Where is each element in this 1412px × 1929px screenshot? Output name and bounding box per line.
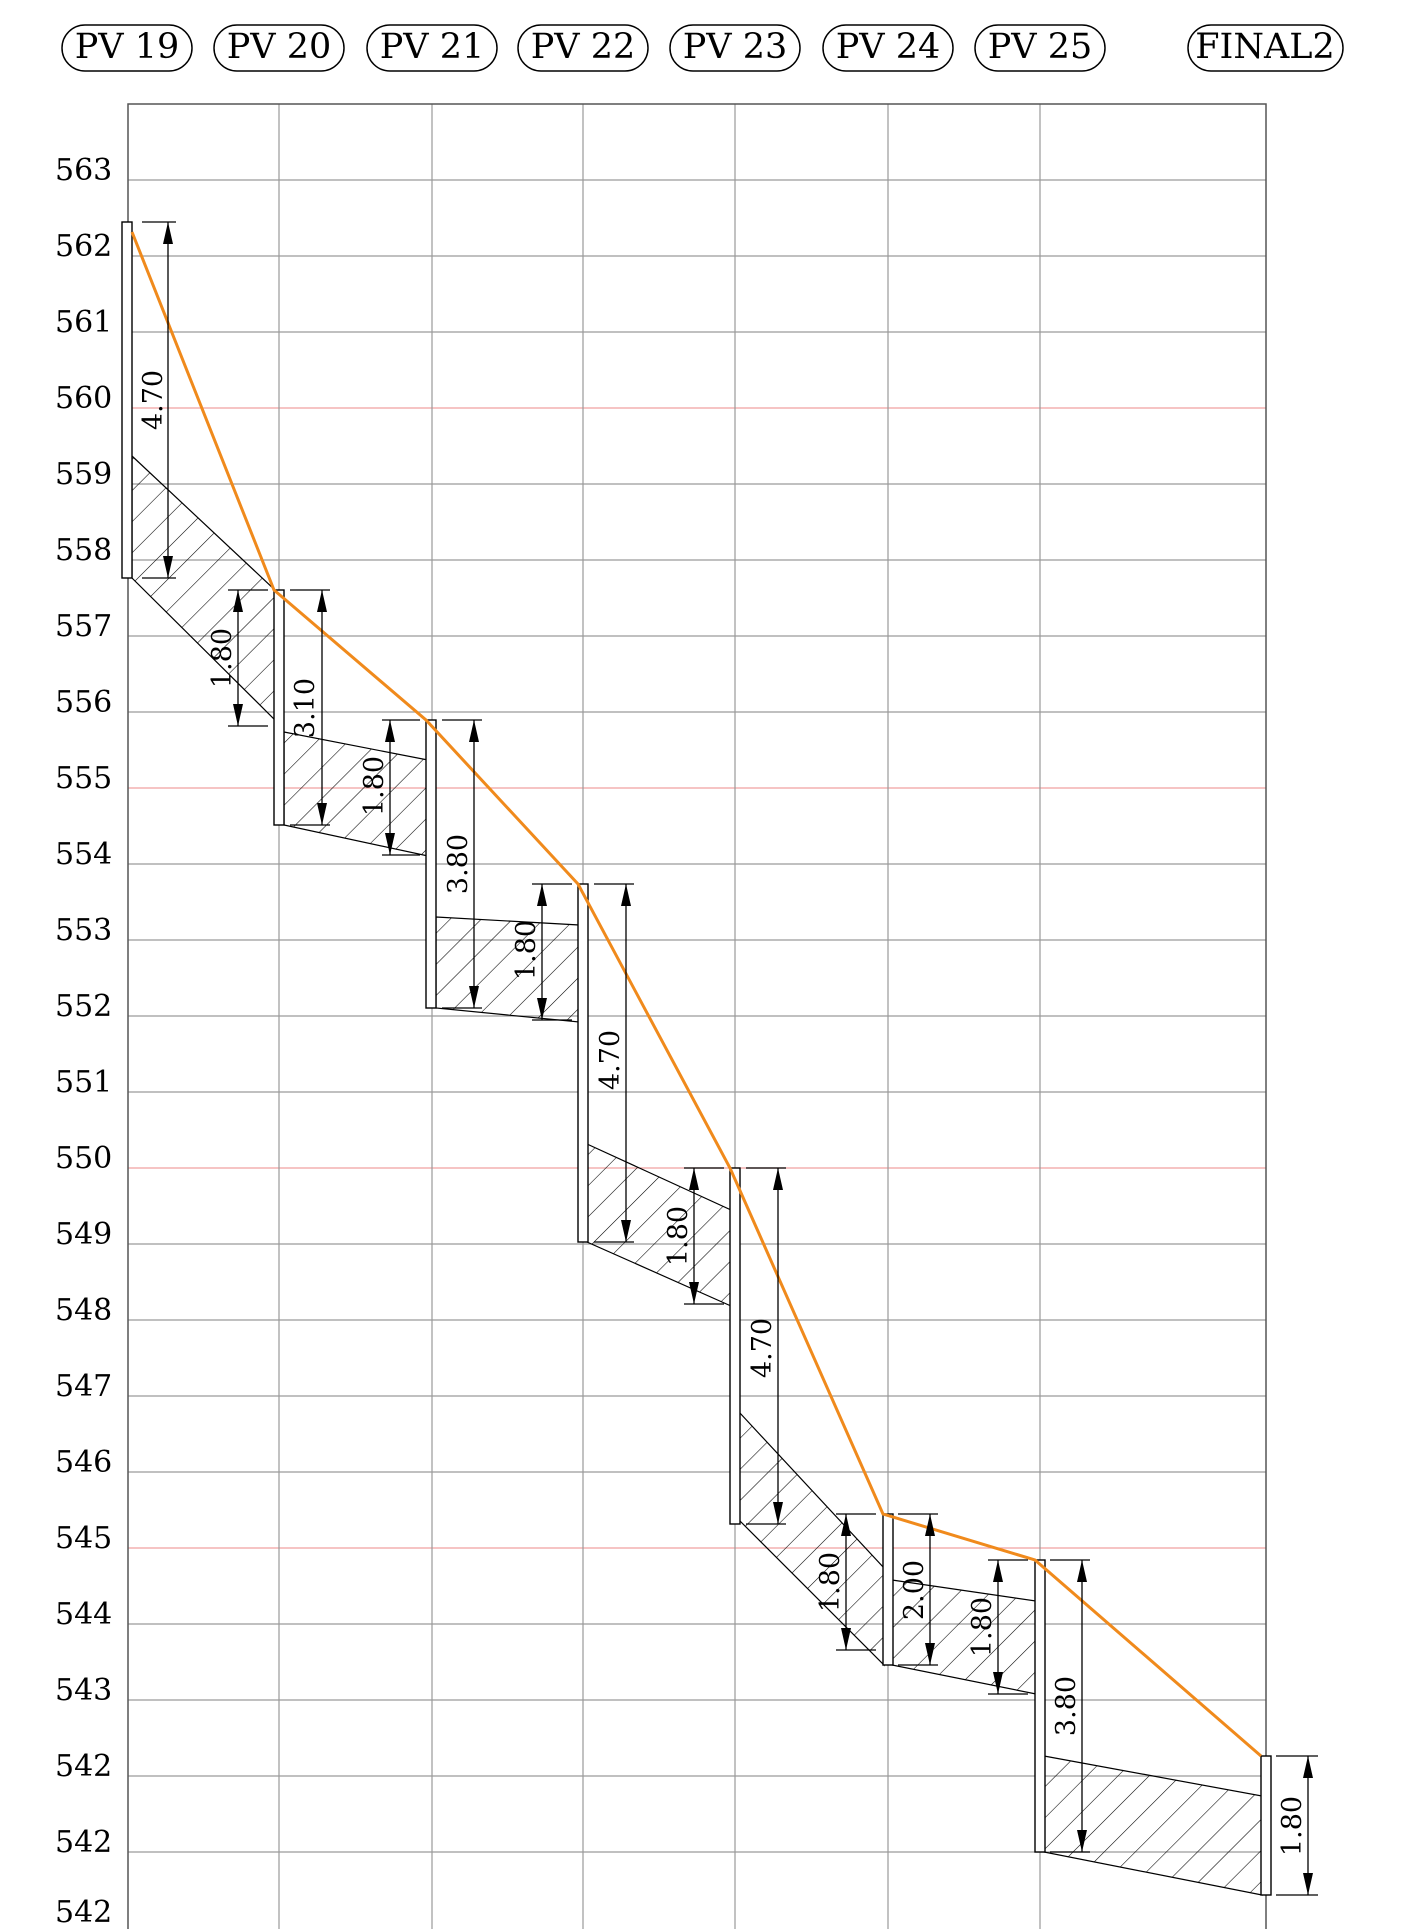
dimension-pipe-pv24: 1.80 [815, 1513, 876, 1651]
horizontal-gridlines [128, 179, 1266, 1853]
elevation-label: 559 [55, 457, 112, 492]
elevation-label: 546 [55, 1445, 112, 1480]
station-label: PV 24 [836, 27, 941, 67]
manhole-pv24[interactable] [882, 1513, 894, 1666]
dimension-pv20-depth: 3.10 [290, 589, 330, 826]
station-label: PV 21 [380, 27, 485, 67]
manhole-pv19[interactable] [121, 221, 133, 579]
manholes [121, 221, 1272, 1896]
dimension-pv22-depth: 4.70 [594, 883, 634, 1243]
dimension-label: 4.70 [747, 1318, 778, 1378]
elevation-label: 544 [55, 1597, 112, 1632]
dimension-label: 1.80 [207, 628, 238, 688]
station-pv20[interactable]: PV 20 [213, 24, 345, 72]
dimension-pipe-pv23: 1.80 [663, 1167, 724, 1305]
manhole-pv22[interactable] [577, 883, 589, 1243]
elevation-axis: 563 562 561 560 559 558 557 556 555 554 … [55, 153, 112, 1929]
station-pv22[interactable]: PV 22 [517, 24, 649, 72]
grid [127, 103, 1267, 1929]
station-pill [366, 24, 498, 72]
dimension-label: 3.80 [1051, 1676, 1082, 1736]
station-pv21[interactable]: PV 21 [366, 24, 498, 72]
elevation-label: 562 [55, 229, 112, 264]
pipe-segments [131, 454, 1263, 1896]
elevation-label: 554 [55, 837, 112, 872]
elevation-label: 545 [55, 1521, 112, 1556]
plot-frame [127, 103, 1267, 1929]
dimension-label: 1.80 [359, 756, 390, 816]
elevation-label: 548 [55, 1293, 112, 1328]
station-pill [1187, 24, 1344, 72]
elevation-label: 542 [55, 1825, 112, 1860]
dimension-label: 1.80 [1277, 1796, 1308, 1856]
dimensions: 4.70 1.80 3.10 1.80 [138, 221, 1318, 1896]
dimension-label: 1.80 [511, 920, 542, 980]
station-label: PV 20 [227, 27, 332, 67]
elevation-label: 555 [55, 761, 112, 796]
manhole-pv23[interactable] [729, 1167, 741, 1525]
station-final2[interactable]: FINAL2 [1187, 24, 1344, 72]
manhole-pv25[interactable] [1034, 1559, 1046, 1853]
elevation-label: 561 [55, 305, 112, 340]
elevation-label: 560 [55, 381, 112, 416]
dimension-label: 1.80 [815, 1552, 846, 1612]
station-label: PV 19 [75, 27, 180, 67]
dimension-pv24-depth: 2.00 [898, 1513, 938, 1666]
elevation-label: 557 [55, 609, 112, 644]
pipe-segment-pv21-pv22 [435, 916, 580, 1023]
dimension-pv19-depth: 4.70 [138, 221, 176, 579]
station-label: FINAL2 [1195, 27, 1335, 67]
station-header: PV 19 PV 20 PV 21 PV 22 PV 23 PV 24 PV 2… [61, 24, 1344, 72]
elevation-label: 563 [55, 153, 112, 188]
pipe-segment-pv23-pv24 [738, 1410, 885, 1667]
station-label: PV 25 [988, 27, 1093, 67]
pipe-segment-pv19-pv20 [131, 454, 276, 722]
station-pill [61, 24, 193, 72]
dimension-pv21-depth: 3.80 [442, 719, 482, 1009]
dimension-pipe-pv21: 1.80 [359, 719, 420, 856]
dimension-label: 1.80 [663, 1206, 694, 1266]
manhole-pv21[interactable] [425, 719, 437, 1009]
pipe-segment-pv20-pv21 [283, 731, 429, 857]
elevation-label: 552 [55, 989, 112, 1024]
elevation-label: 556 [55, 685, 112, 720]
dimension-label: 4.70 [138, 370, 169, 430]
elevation-label: 543 [55, 1673, 112, 1708]
dimension-pipe-pv22: 1.80 [511, 883, 572, 1021]
ground-profile-line [130, 231, 1262, 1758]
dimension-pipe-pv20: 1.80 [207, 589, 268, 727]
station-pv23[interactable]: PV 23 [669, 24, 801, 72]
dimension-label: 1.80 [967, 1597, 998, 1657]
elevation-label: 551 [55, 1065, 112, 1100]
dimension-pv23-depth: 4.70 [746, 1167, 786, 1525]
dimension-label: 3.80 [443, 834, 474, 894]
dimension-label: 2.00 [899, 1560, 930, 1620]
elevation-label: 542 [55, 1895, 112, 1929]
station-pv24[interactable]: PV 24 [822, 24, 954, 72]
elevation-label: 549 [55, 1217, 112, 1252]
elevation-label: 547 [55, 1369, 112, 1404]
station-pill [822, 24, 954, 72]
pipe-segment-pv25-final2 [1043, 1755, 1263, 1896]
station-label: PV 22 [531, 27, 636, 67]
elevation-label: 558 [55, 533, 112, 568]
station-pill [213, 24, 345, 72]
elevation-label: 542 [55, 1749, 112, 1784]
dimension-label: 3.10 [290, 678, 321, 738]
station-pill [517, 24, 649, 72]
manhole-pv20[interactable] [273, 589, 285, 826]
elevation-label: 550 [55, 1141, 112, 1176]
dimension-pipe-pv25: 1.80 [967, 1559, 1028, 1695]
station-pill [669, 24, 801, 72]
manhole-final2[interactable] [1260, 1755, 1272, 1896]
station-pv19[interactable]: PV 19 [61, 24, 193, 72]
dimension-final2-depth: 1.80 [1276, 1755, 1318, 1896]
dimension-pv25-depth: 3.80 [1050, 1559, 1090, 1853]
dimension-label: 4.70 [595, 1030, 626, 1090]
station-pv25[interactable]: PV 25 [974, 24, 1106, 72]
station-label: PV 23 [683, 27, 788, 67]
elevation-label: 553 [55, 913, 112, 948]
station-pill [974, 24, 1106, 72]
